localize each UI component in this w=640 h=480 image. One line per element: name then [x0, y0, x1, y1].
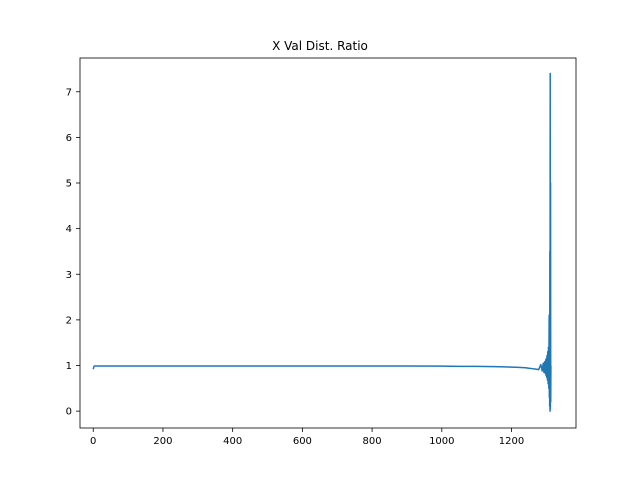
y-tick-label: 4	[66, 224, 72, 235]
chart-title: X Val Dist. Ratio	[272, 39, 368, 53]
x-tick-label: 1000	[429, 436, 454, 447]
y-tick-label: 0	[66, 407, 72, 418]
x-tick-label: 0	[90, 436, 96, 447]
y-tick-label: 2	[66, 315, 72, 326]
axes-frame	[79, 57, 577, 429]
y-axis: 0 1 2 3 4 5 6 7	[66, 87, 80, 418]
plot-layer	[92, 72, 552, 412]
x-tick-label: 800	[363, 436, 382, 447]
y-tick-label: 6	[66, 133, 72, 144]
y-tick-label: 5	[66, 179, 72, 190]
x-tick-label: 1200	[499, 436, 524, 447]
y-tick-label: 1	[66, 361, 72, 372]
x-tick-label: 200	[153, 436, 172, 447]
y-tick-label: 3	[66, 270, 72, 281]
x-tick-label: 400	[223, 436, 242, 447]
x-axis: 0 200 400 600 800 1000 1200	[90, 428, 524, 447]
x-tick-label: 600	[293, 436, 312, 447]
series-line-0	[92, 72, 552, 412]
y-tick-label: 7	[66, 87, 72, 98]
